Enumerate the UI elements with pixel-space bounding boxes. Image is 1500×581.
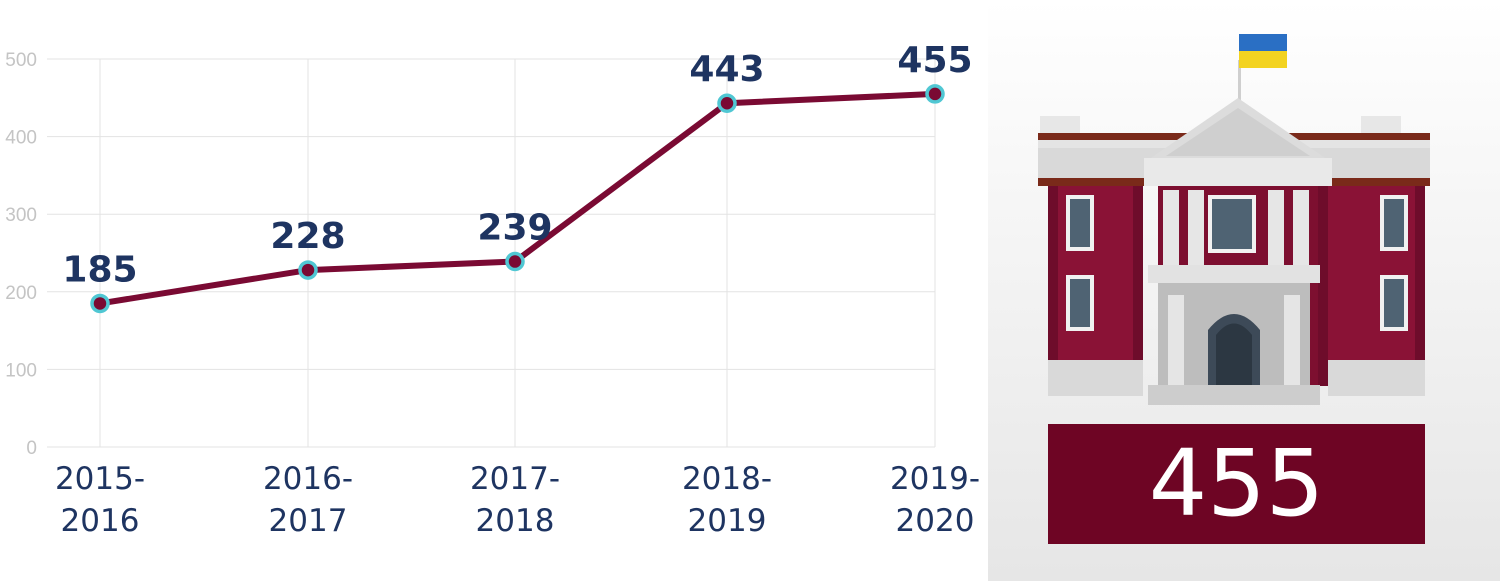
x-tick-label: 2018- (682, 461, 772, 497)
x-tick-label: 2017 (269, 503, 348, 539)
data-labels: 185 228 239 443 455 (62, 40, 972, 291)
line-chart: 0 100 200 300 400 500 2015- 2016 2016- 2017 2017-… (5, 40, 980, 539)
data-point (925, 84, 945, 104)
data-label: 185 (62, 249, 137, 290)
total-count-value: 455 (1148, 430, 1325, 537)
x-tick-label: 2017- (470, 461, 560, 497)
total-count-box: 455 (1048, 424, 1425, 544)
y-tick-label: 0 (26, 438, 37, 459)
x-tick-label: 2020 (896, 503, 975, 539)
y-tick-label: 500 (5, 50, 37, 71)
x-axis-labels: 2015- 2016 2016- 2017 2017- 2018 2018- 2019 2019… (55, 461, 980, 539)
data-point (90, 293, 110, 314)
x-tick-label: 2019- (890, 461, 980, 497)
x-tick-label: 2018 (476, 503, 555, 539)
data-label: 455 (897, 40, 972, 81)
chart-points (90, 84, 945, 314)
y-tick-label: 400 (5, 128, 37, 149)
x-tick-label: 2019 (688, 503, 767, 539)
x-tick-label: 2015- (55, 461, 145, 497)
data-label: 443 (689, 49, 764, 90)
y-tick-label: 200 (5, 283, 37, 304)
x-tick-label: 2016 (61, 503, 140, 539)
x-tick-label: 2016- (263, 461, 353, 497)
data-point (717, 93, 737, 113)
data-point (298, 260, 318, 280)
chart-series (99, 90, 936, 307)
y-axis-ticks: 0 100 200 300 400 500 (5, 50, 37, 459)
series-line (99, 90, 936, 307)
summary-panel: 455 (988, 0, 1500, 581)
ukraine-flag-icon (1239, 34, 1287, 51)
data-label: 239 (477, 208, 552, 249)
data-label: 228 (270, 216, 345, 257)
y-tick-label: 300 (5, 205, 37, 226)
y-tick-label: 100 (5, 360, 37, 381)
chart-grid (47, 58, 936, 448)
data-point (505, 251, 525, 272)
university-building-icon (1038, 34, 1430, 405)
